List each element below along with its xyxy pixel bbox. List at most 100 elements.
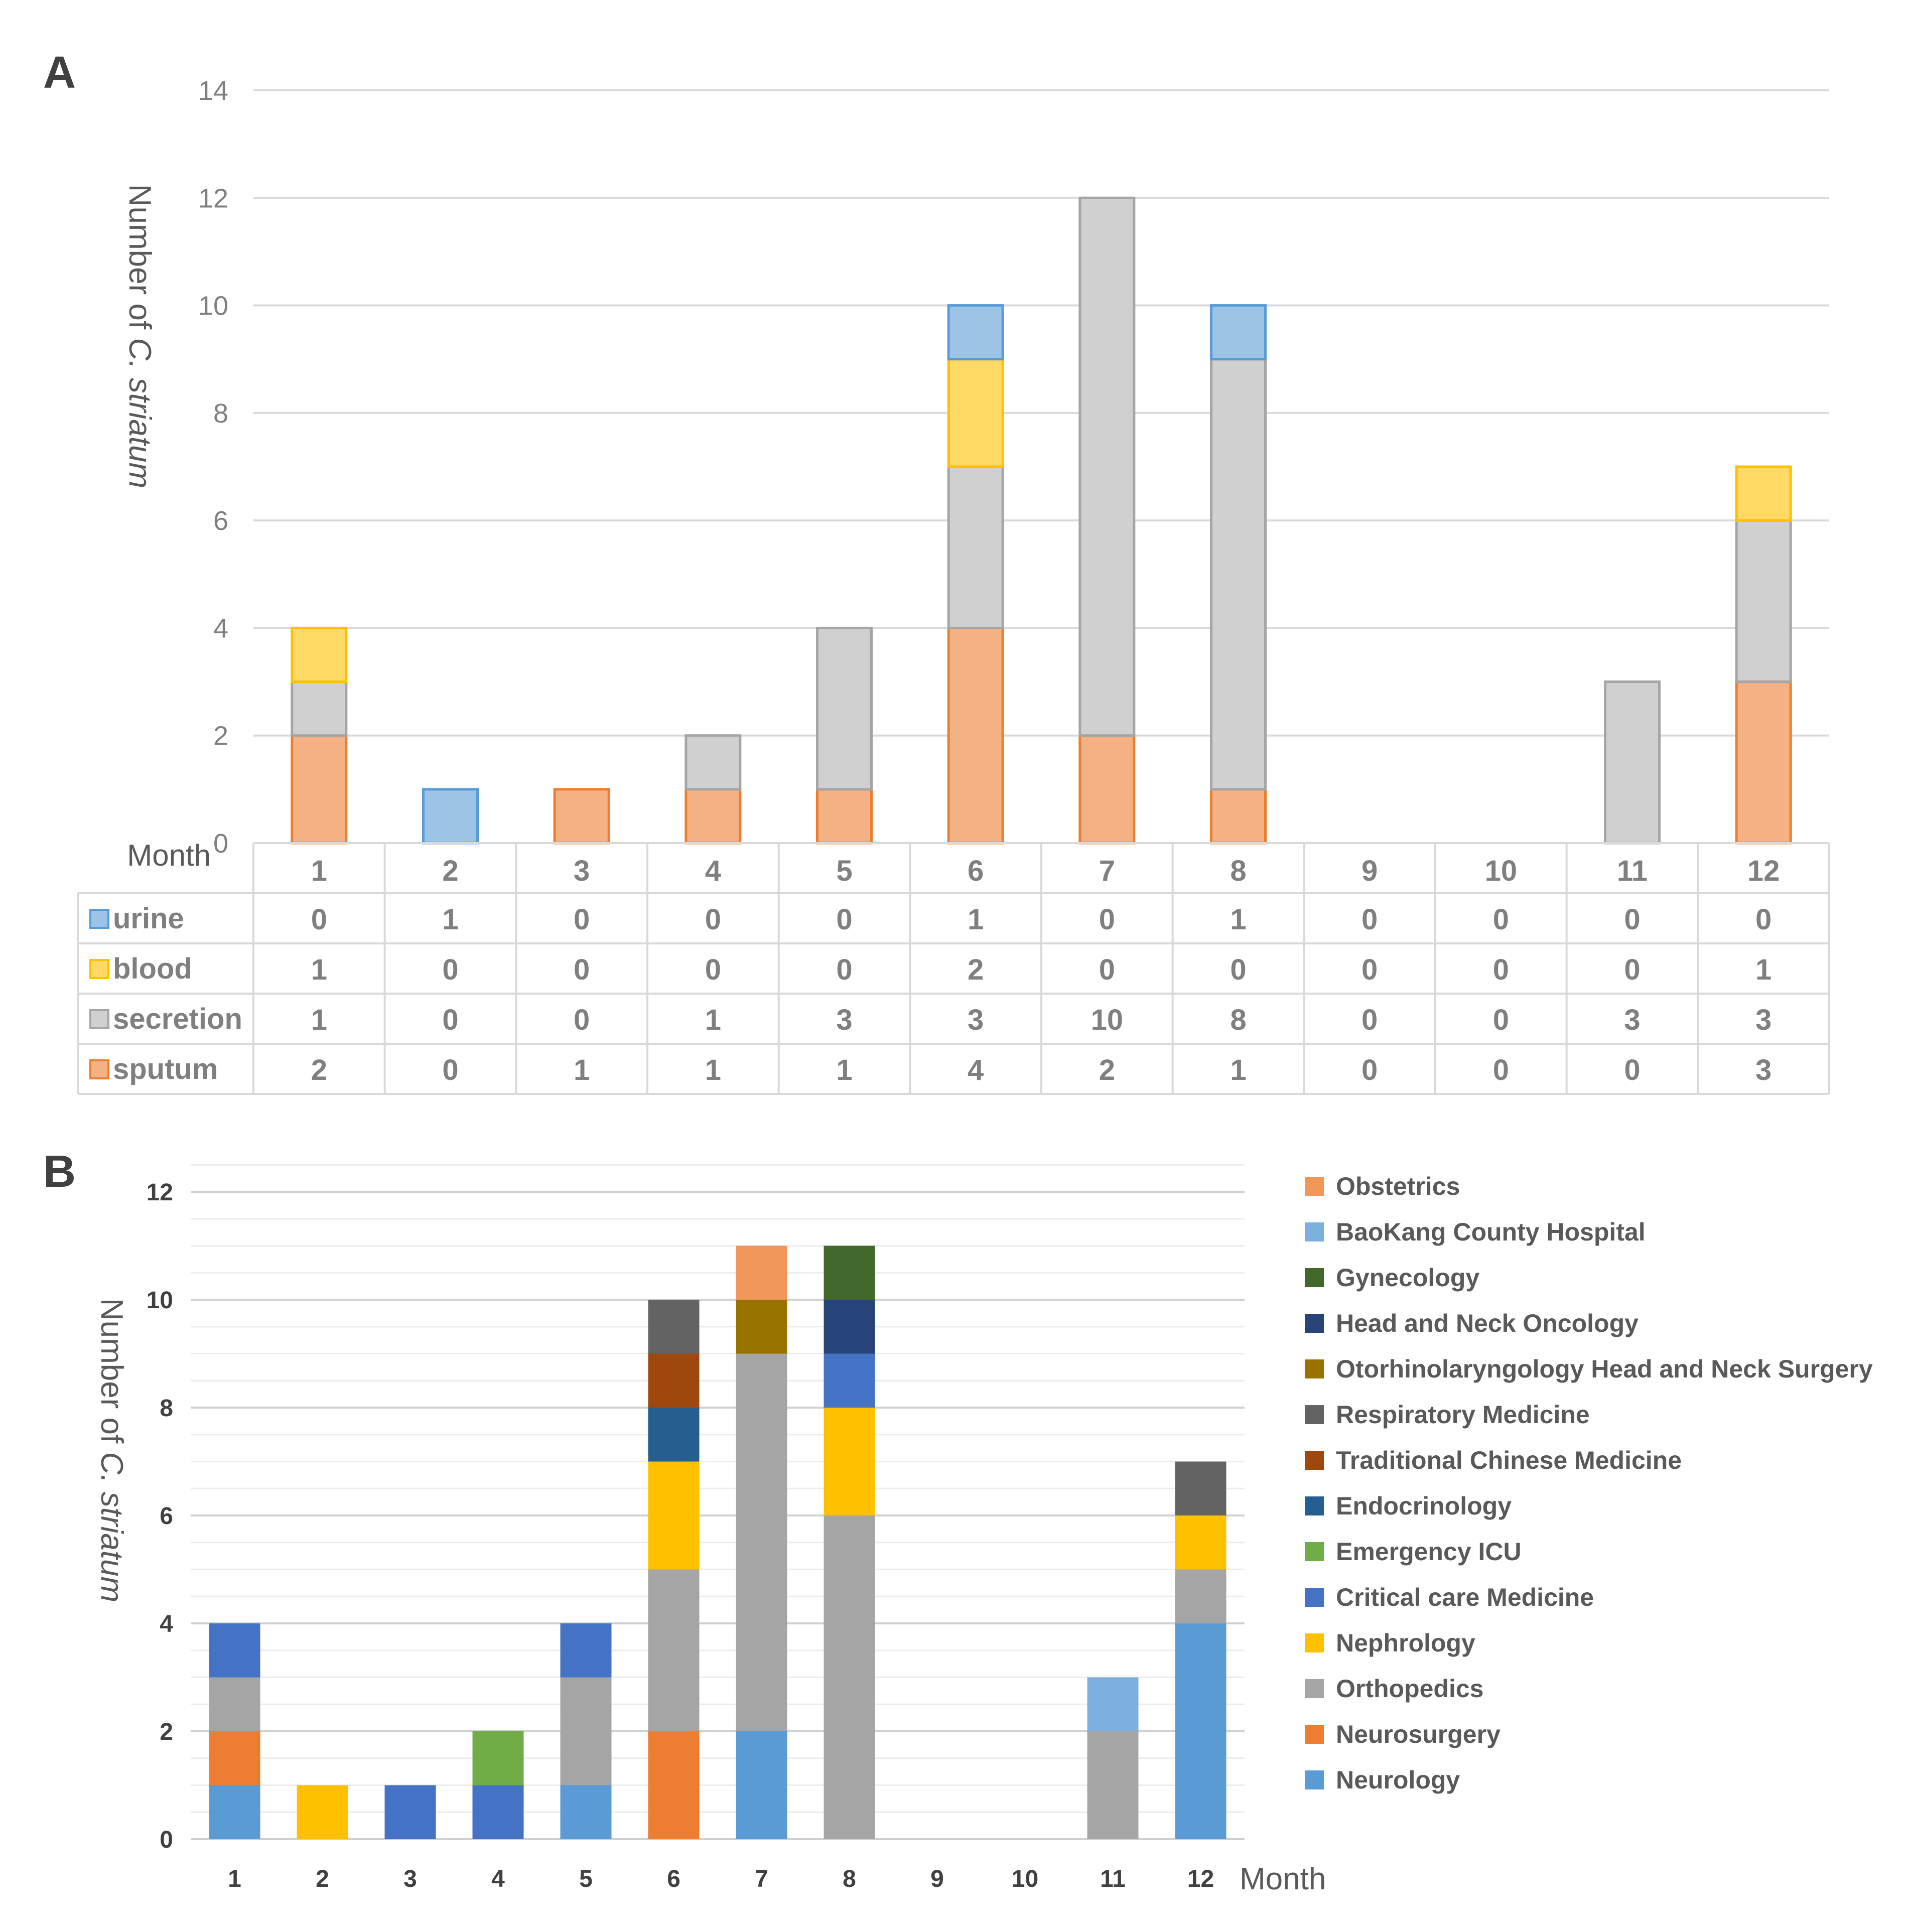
panel-a-table-cell: 0	[705, 903, 721, 936]
panel-b-bar-Respiratory Medicine	[648, 1300, 700, 1354]
panel-a-month-label: 10	[1485, 855, 1518, 887]
panel-a-month-label: 11	[1617, 855, 1648, 887]
panel-a-bar-blood	[1735, 465, 1792, 522]
panel-a-table-cell: 3	[1755, 1004, 1772, 1036]
panel-a-table-cell: 1	[311, 1004, 327, 1036]
panel-b-bar-Orthopedics	[648, 1569, 700, 1731]
panel-a-bar-sputum	[685, 788, 742, 845]
panel-b-x-tick-label: 7	[755, 1866, 768, 1892]
panel-a-table-cell: 1	[968, 903, 984, 936]
panel-b-y-tick-label: 0	[160, 1827, 173, 1853]
panel-a-table-cell: 0	[836, 953, 852, 986]
panel-a-table-cell: 1	[574, 1054, 590, 1086]
panel-b-y-tick-label: 10	[147, 1287, 173, 1314]
panel-b-bar-Neurology	[560, 1785, 612, 1839]
panel-a-table-cell: 0	[1493, 1054, 1509, 1086]
panel-a-table-cell: 3	[1755, 1054, 1772, 1086]
panel-a-bar-sputum	[553, 788, 610, 845]
panel-a-table-cell: 1	[1230, 903, 1246, 936]
panel-b-x-tick-label: 2	[316, 1866, 329, 1892]
panel-a-bar-secretion	[685, 734, 742, 791]
panel-b-bar-Nephrology	[648, 1461, 700, 1570]
panel-b-legend-label: Respiratory Medicine	[1336, 1401, 1590, 1429]
panel-a-table-cell: 0	[705, 953, 721, 986]
panel-a-table-cell: 1	[705, 1054, 721, 1086]
panel-a-y-tick-label: 10	[198, 291, 228, 321]
panel-a-bar-sputum	[1735, 680, 1792, 845]
panel-b-legend-label: Nephrology	[1336, 1629, 1475, 1657]
panel-b-legend-label: Critical care Medicine	[1336, 1583, 1594, 1611]
panel-a-table-cell: 2	[1099, 1054, 1115, 1086]
panel-b-x-axis-label: Month	[1240, 1862, 1326, 1896]
panel-b-legend-key	[1305, 1177, 1324, 1196]
panel-a-bar-secretion	[1078, 196, 1136, 737]
panel-b-bar-Endocrinology	[648, 1408, 700, 1462]
panel-a-month-label: 12	[1747, 855, 1780, 887]
panel-a-month-label: 8	[1230, 855, 1246, 887]
panel-a-table-cell: 3	[1624, 1004, 1640, 1036]
panel-b-bar-Nephrology	[1175, 1515, 1227, 1570]
panel-a-row-label-sputum: sputum	[113, 1053, 218, 1085]
panel-b-bar-Obstetrics	[736, 1246, 787, 1300]
panel-b-bar-Traditional Chinese Medicine	[648, 1353, 700, 1408]
panel-a-table-cell: 1	[1230, 1054, 1246, 1086]
panel-a-row-label-secretion: secretion	[113, 1003, 242, 1035]
panel-a-table-cell: 0	[1099, 953, 1115, 986]
panel-b-y-tick-label: 6	[160, 1503, 173, 1530]
panel-a-y-tick-label: 6	[213, 506, 228, 536]
panel-a-bar-sputum	[1210, 788, 1267, 845]
panel-b-legend-label: Neurosurgery	[1336, 1720, 1501, 1748]
panel-a-table-cell: 4	[968, 1054, 984, 1086]
panel-a-legend-key-blood	[89, 959, 109, 979]
panel-a-label: A	[43, 48, 76, 98]
panel-b-y-tick-label: 8	[160, 1395, 173, 1422]
panel-b-y-axis-label-prefix: Number of	[94, 1298, 129, 1452]
panel-a-table-cell: 0	[1362, 1054, 1378, 1086]
panel-a-table-cell: 0	[1362, 903, 1378, 936]
panel-b-bar-Head and Neck Oncology	[824, 1300, 875, 1354]
panel-a-table-cell: 0	[574, 953, 590, 986]
panel-a-table-cell: 3	[968, 1004, 984, 1036]
panel-a-table-cell: 0	[442, 1004, 458, 1036]
panel-b-legend-label: Gynecology	[1336, 1264, 1479, 1292]
panel-a-table-cell: 0	[1624, 903, 1640, 936]
panel-a-bar-secretion	[1735, 519, 1792, 683]
panel-b-bar-Neurology	[209, 1785, 260, 1839]
panel-a-month-label: 9	[1362, 855, 1378, 887]
panel-a-row-label-urine: urine	[113, 902, 184, 935]
panel-a-table-cell: 0	[1624, 1054, 1640, 1086]
panel-a-y-axis-label-prefix: Number of	[122, 184, 157, 338]
panel-b-y-tick-label: 4	[160, 1611, 173, 1637]
panel-b-legend-key	[1305, 1770, 1324, 1789]
panel-b-bar-Nephrology	[824, 1408, 875, 1515]
panel-b-legend-label: Emergency ICU	[1336, 1538, 1522, 1566]
panel-b-legend-label: Traditional Chinese Medicine	[1336, 1446, 1682, 1474]
panel-b-bar-Orthopedics	[560, 1677, 612, 1785]
panel-a-table-cell: 0	[442, 953, 458, 986]
panel-a-table-cell: 1	[442, 903, 458, 936]
panel-a-table-cell: 8	[1230, 1004, 1246, 1036]
panel-b-legend-key	[1305, 1588, 1324, 1607]
panel-a-row-label-blood: blood	[113, 952, 192, 985]
panel-b-x-tick-label: 6	[667, 1866, 680, 1892]
panel-b-legend-label: Obstetrics	[1336, 1172, 1460, 1200]
panel-a-table-cell: 0	[1230, 953, 1246, 986]
panel-b-legend-key	[1305, 1542, 1324, 1561]
panel-b-legend-label: Otorhinolaryngology Head and Neck Surger…	[1336, 1355, 1873, 1383]
panel-a-table-cell: 3	[836, 1004, 852, 1036]
panel-b-bar-Emergency ICU	[472, 1731, 524, 1785]
panel-b-bar-Neurosurgery	[648, 1731, 700, 1839]
panel-b-y-tick-label: 2	[160, 1719, 173, 1745]
panel-a-y-tick-label: 8	[213, 398, 228, 429]
panel-a-table-cell: 0	[574, 1004, 590, 1036]
panel-b-bar-Nephrology	[297, 1785, 348, 1839]
panel-a-table-cell: 0	[1755, 903, 1772, 936]
panel-a-month-label: 1	[311, 855, 327, 887]
panel-b-bar-Orthopedics	[209, 1677, 260, 1731]
panel-a-month-label: 2	[442, 855, 458, 887]
panel-b-legend-label: Head and Neck Oncology	[1336, 1309, 1639, 1337]
panel-b-bar-Critical care Medicine	[824, 1353, 875, 1408]
panel-a-table-cell: 1	[311, 953, 327, 986]
